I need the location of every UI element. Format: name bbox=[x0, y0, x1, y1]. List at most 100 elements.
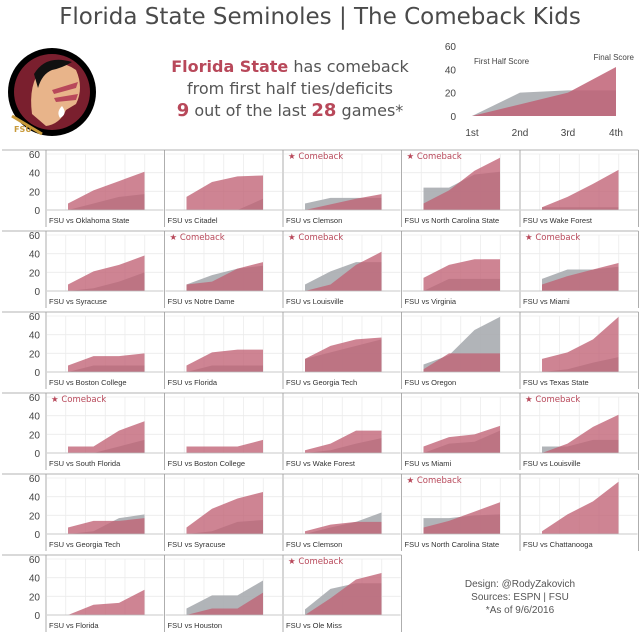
game-label: FSU vs South Florida bbox=[49, 459, 121, 468]
game-chart: FSU vs Texas State bbox=[521, 316, 638, 387]
game-label: FSU vs Ole Miss bbox=[286, 621, 342, 630]
game-chart: FSU vs Syracuse bbox=[166, 478, 283, 549]
comeback-badge: ★ Comeback bbox=[407, 476, 462, 486]
game-label: FSU vs Miami bbox=[405, 459, 452, 468]
game-chart: FSU vs Ole Miss ★ Comeback bbox=[284, 557, 401, 630]
comeback-badge: ★ Comeback bbox=[525, 233, 580, 243]
y-tick-label: 20 bbox=[29, 592, 41, 603]
fsu-area bbox=[187, 492, 264, 534]
y-tick-label: 40 bbox=[29, 412, 41, 423]
comeback-badge: ★ Comeback bbox=[288, 152, 343, 162]
fsu-area bbox=[424, 426, 501, 453]
game-label: FSU vs Syracuse bbox=[49, 297, 107, 306]
game-label: FSU vs North Carolina State bbox=[405, 216, 500, 225]
y-tick-label: 60 bbox=[29, 555, 41, 566]
credit-design: Design: @RodyZakovich bbox=[440, 578, 600, 591]
y-tick-label: 60 bbox=[29, 393, 41, 404]
game-label: FSU vs Georgia Tech bbox=[49, 540, 120, 549]
game-label: FSU vs Wake Forest bbox=[286, 459, 356, 468]
game-label: FSU vs Louisville bbox=[523, 459, 581, 468]
y-tick-label: 0 bbox=[34, 611, 40, 622]
game-label: FSU vs Boston College bbox=[49, 378, 127, 387]
fsu-area bbox=[187, 262, 264, 291]
game-label: FSU vs Boston College bbox=[168, 459, 246, 468]
game-label: FSU vs Florida bbox=[168, 378, 218, 387]
game-chart: FSU vs Georgia Tech bbox=[47, 478, 164, 549]
small-multiples-grid: 6040200604020060402006040200604020060402… bbox=[0, 0, 640, 640]
fsu-area bbox=[68, 590, 145, 615]
credits: Design: @RodyZakovich Sources: ESPN | FS… bbox=[440, 578, 600, 617]
fsu-area bbox=[68, 353, 145, 372]
game-label: FSU vs Oregon bbox=[405, 378, 457, 387]
y-tick-label: 20 bbox=[29, 511, 41, 522]
y-tick-label: 40 bbox=[29, 574, 41, 585]
y-tick-label: 40 bbox=[29, 169, 41, 180]
game-chart: FSU vs Georgia Tech bbox=[284, 316, 401, 387]
game-chart: FSU vs Notre Dame ★ Comeback bbox=[166, 233, 283, 306]
game-label: FSU vs Notre Dame bbox=[168, 297, 235, 306]
fsu-area bbox=[542, 317, 619, 372]
y-tick-label: 0 bbox=[34, 449, 40, 460]
game-label: FSU vs Clemson bbox=[286, 540, 342, 549]
y-tick-label: 20 bbox=[29, 430, 41, 441]
fsu-area bbox=[424, 353, 501, 372]
game-chart: FSU vs Virginia bbox=[403, 235, 520, 306]
comeback-badge: ★ Comeback bbox=[51, 395, 106, 405]
fsu-area bbox=[424, 158, 501, 210]
game-label: FSU vs Georgia Tech bbox=[286, 378, 357, 387]
game-label: FSU vs Wake Forest bbox=[523, 216, 593, 225]
game-chart: FSU vs Florida bbox=[166, 316, 283, 387]
game-chart: FSU vs Chattanooga bbox=[521, 478, 638, 549]
y-tick-label: 20 bbox=[29, 349, 41, 360]
credit-sources: Sources: ESPN | FSU bbox=[440, 591, 600, 604]
game-chart: FSU vs Boston College bbox=[47, 316, 164, 387]
comeback-badge: ★ Comeback bbox=[407, 152, 462, 162]
game-chart: FSU vs Clemson ★ Comeback bbox=[284, 152, 401, 225]
y-tick-label: 60 bbox=[29, 474, 41, 485]
game-label: FSU vs Virginia bbox=[405, 297, 457, 306]
game-chart: FSU vs Boston College bbox=[166, 397, 283, 468]
y-tick-label: 0 bbox=[34, 206, 40, 217]
game-chart: FSU vs Houston bbox=[166, 559, 283, 630]
game-chart: FSU vs North Carolina State ★ Comeback bbox=[403, 476, 520, 549]
game-chart: FSU vs Miami bbox=[403, 397, 520, 468]
fsu-area bbox=[68, 421, 145, 453]
game-label: FSU vs North Carolina State bbox=[405, 540, 500, 549]
y-tick-label: 20 bbox=[29, 187, 41, 198]
fsu-area bbox=[305, 337, 382, 372]
game-label: FSU vs Clemson bbox=[286, 216, 342, 225]
game-label: FSU vs Citadel bbox=[168, 216, 218, 225]
y-tick-label: 20 bbox=[29, 268, 41, 279]
y-tick-label: 0 bbox=[34, 368, 40, 379]
game-chart: FSU vs Clemson bbox=[284, 478, 401, 549]
game-label: FSU vs Oklahoma State bbox=[49, 216, 129, 225]
comeback-badge: ★ Comeback bbox=[288, 233, 343, 243]
game-chart: FSU vs Citadel bbox=[166, 154, 283, 225]
fsu-area bbox=[187, 440, 264, 453]
game-chart: FSU vs South Florida ★ Comeback bbox=[47, 395, 164, 468]
game-label: FSU vs Miami bbox=[523, 297, 570, 306]
y-tick-label: 40 bbox=[29, 250, 41, 261]
game-label: FSU vs Florida bbox=[49, 621, 99, 630]
game-chart: FSU vs Syracuse bbox=[47, 235, 164, 306]
y-tick-label: 60 bbox=[29, 150, 41, 161]
y-tick-label: 0 bbox=[34, 287, 40, 298]
fsu-area bbox=[424, 259, 501, 291]
fsu-area bbox=[68, 172, 145, 210]
y-tick-label: 0 bbox=[34, 530, 40, 541]
comeback-badge: ★ Comeback bbox=[170, 233, 225, 243]
game-chart: FSU vs Oklahoma State bbox=[47, 154, 164, 225]
game-label: FSU vs Houston bbox=[168, 621, 223, 630]
fsu-area bbox=[542, 170, 619, 210]
y-tick-label: 40 bbox=[29, 493, 41, 504]
y-tick-label: 60 bbox=[29, 312, 41, 323]
fsu-area bbox=[542, 482, 619, 534]
credit-as-of: *As of 9/6/2016 bbox=[440, 604, 600, 617]
game-label: FSU vs Louisville bbox=[286, 297, 344, 306]
game-chart: FSU vs Wake Forest bbox=[284, 397, 401, 468]
fsu-area bbox=[68, 518, 145, 534]
fsu-area bbox=[187, 175, 264, 210]
game-chart: FSU vs Louisville ★ Comeback bbox=[284, 233, 401, 306]
y-tick-label: 40 bbox=[29, 331, 41, 342]
game-label: FSU vs Chattanooga bbox=[523, 540, 593, 549]
